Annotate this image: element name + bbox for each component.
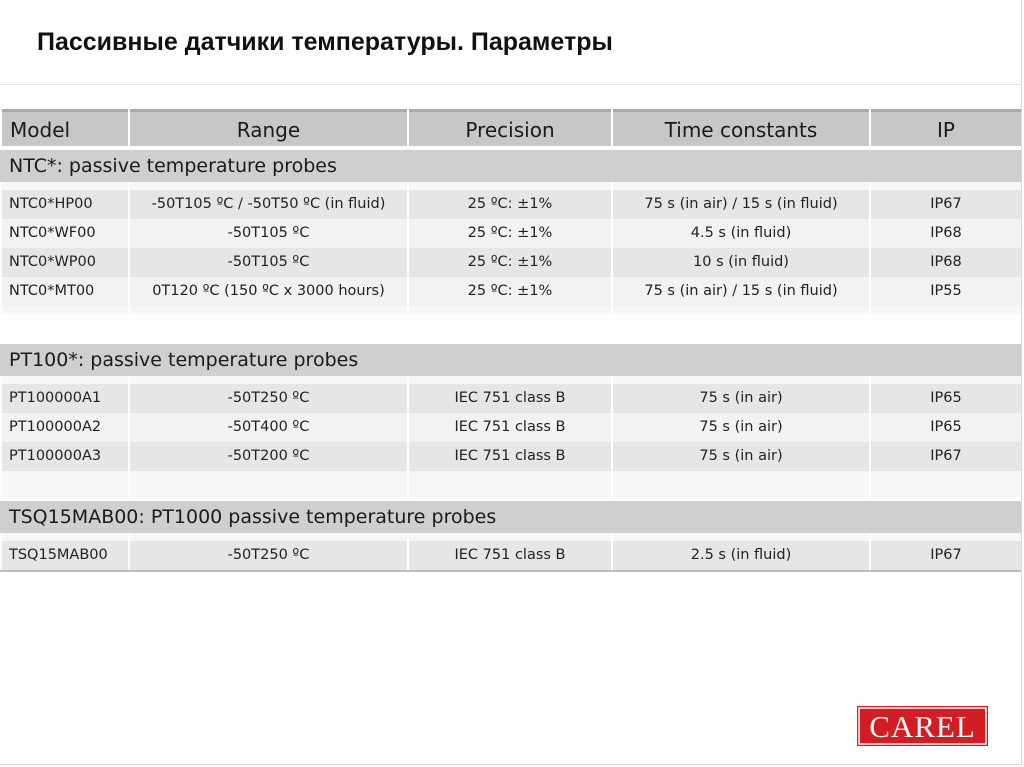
cell-ip: IP65 [871, 384, 1021, 413]
cell-ip: IP67 [871, 541, 1021, 570]
table-row: NTC0*MT00 0T120 ºC (150 ºC x 3000 hours)… [0, 277, 1021, 306]
cell-ip: IP68 [871, 248, 1021, 277]
group-label: PT100*: passive temperature probes [9, 349, 359, 371]
cell-model: NTC0*HP00 [2, 190, 128, 219]
row-spacer [0, 306, 1021, 314]
group-header-tsq15mab00: TSQ15MAB00: PT1000 passive temperature p… [0, 501, 1021, 533]
cell-range: -50T105 ºC [130, 219, 407, 248]
cell-ip: IP67 [871, 442, 1021, 471]
col-header-model: Model [2, 109, 128, 146]
cell-model: NTC0*MT00 [2, 277, 128, 306]
col-header-range: Range [130, 109, 407, 146]
col-header-precision: Precision [409, 109, 611, 146]
table-row: PT100000A1 -50T250 ºC IEC 751 class B 75… [0, 384, 1021, 413]
cell-time-constants: 10 s (in fluid) [613, 248, 869, 277]
cell-model: NTC0*WF00 [2, 219, 128, 248]
cell-ip: IP67 [871, 190, 1021, 219]
carel-logo: CAREL [857, 706, 988, 746]
cell-range: -50T105 ºC / -50T50 ºC (in fluid) [130, 190, 407, 219]
cell-precision: IEC 751 class B [409, 413, 611, 442]
cell-range: -50T250 ºC [130, 384, 407, 413]
cell-time-constants: 75 s (in air) / 15 s (in fluid) [613, 277, 869, 306]
cell-range: -50T250 ºC [130, 541, 407, 570]
cell-model: PT100000A1 [2, 384, 128, 413]
table-row: PT100000A2 -50T400 ºC IEC 751 class B 75… [0, 413, 1021, 442]
group-gap [0, 471, 1021, 497]
slide-title: Пассивные датчики температуры. Параметры [37, 28, 613, 56]
table-row: NTC0*HP00 -50T105 ºC / -50T50 ºC (in flu… [0, 190, 1021, 219]
cell-ip: IP68 [871, 219, 1021, 248]
row-spacer [0, 376, 1021, 384]
cell-precision: 25 ºC: ±1% [409, 219, 611, 248]
table-header: Model Range Precision Time constants IP [0, 109, 1021, 146]
group-gap [0, 314, 1021, 340]
row-spacer [0, 182, 1021, 190]
group-header-pt100: PT100*: passive temperature probes [0, 344, 1021, 376]
cell-model: NTC0*WP00 [2, 248, 128, 277]
cell-precision: IEC 751 class B [409, 541, 611, 570]
cell-time-constants: 75 s (in air) [613, 442, 869, 471]
col-header-ip: IP [871, 109, 1021, 146]
cell-time-constants: 75 s (in air) / 15 s (in fluid) [613, 190, 869, 219]
cell-precision: 25 ºC: ±1% [409, 190, 611, 219]
table-row: NTC0*WF00 -50T105 ºC 25 ºC: ±1% 4.5 s (i… [0, 219, 1021, 248]
cell-time-constants: 2.5 s (in fluid) [613, 541, 869, 570]
table-bottom-rule [0, 570, 1021, 572]
carel-logo-mark: CAREL [858, 707, 987, 745]
cell-range: -50T400 ºC [130, 413, 407, 442]
cell-model: PT100000A3 [2, 442, 128, 471]
cell-time-constants: 75 s (in air) [613, 384, 869, 413]
row-spacer [0, 533, 1021, 541]
svg-text:CAREL: CAREL [869, 709, 976, 744]
table-row: PT100000A3 -50T200 ºC IEC 751 class B 75… [0, 442, 1021, 471]
cell-range: -50T105 ºC [130, 248, 407, 277]
group-label: NTC*: passive temperature probes [9, 155, 337, 177]
cell-model: PT100000A2 [2, 413, 128, 442]
cell-precision: 25 ºC: ±1% [409, 248, 611, 277]
cell-precision: 25 ºC: ±1% [409, 277, 611, 306]
table-row: NTC0*WP00 -50T105 ºC 25 ºC: ±1% 10 s (in… [0, 248, 1021, 277]
cell-model: TSQ15MAB00 [2, 541, 128, 570]
cell-range: 0T120 ºC (150 ºC x 3000 hours) [130, 277, 407, 306]
group-label: TSQ15MAB00: PT1000 passive temperature p… [9, 506, 497, 528]
table-row: TSQ15MAB00 -50T250 ºC IEC 751 class B 2.… [0, 541, 1021, 570]
cell-time-constants: 75 s (in air) [613, 413, 869, 442]
group-header-ntc: NTC*: passive temperature probes [0, 150, 1021, 182]
cell-ip: IP55 [871, 277, 1021, 306]
cell-time-constants: 4.5 s (in fluid) [613, 219, 869, 248]
cell-ip: IP65 [871, 413, 1021, 442]
cell-precision: IEC 751 class B [409, 384, 611, 413]
cell-range: -50T200 ºC [130, 442, 407, 471]
cell-precision: IEC 751 class B [409, 442, 611, 471]
title-divider [0, 84, 1022, 85]
probe-table: Model Range Precision Time constants IP … [0, 109, 1021, 572]
col-header-time-constants: Time constants [613, 109, 869, 146]
